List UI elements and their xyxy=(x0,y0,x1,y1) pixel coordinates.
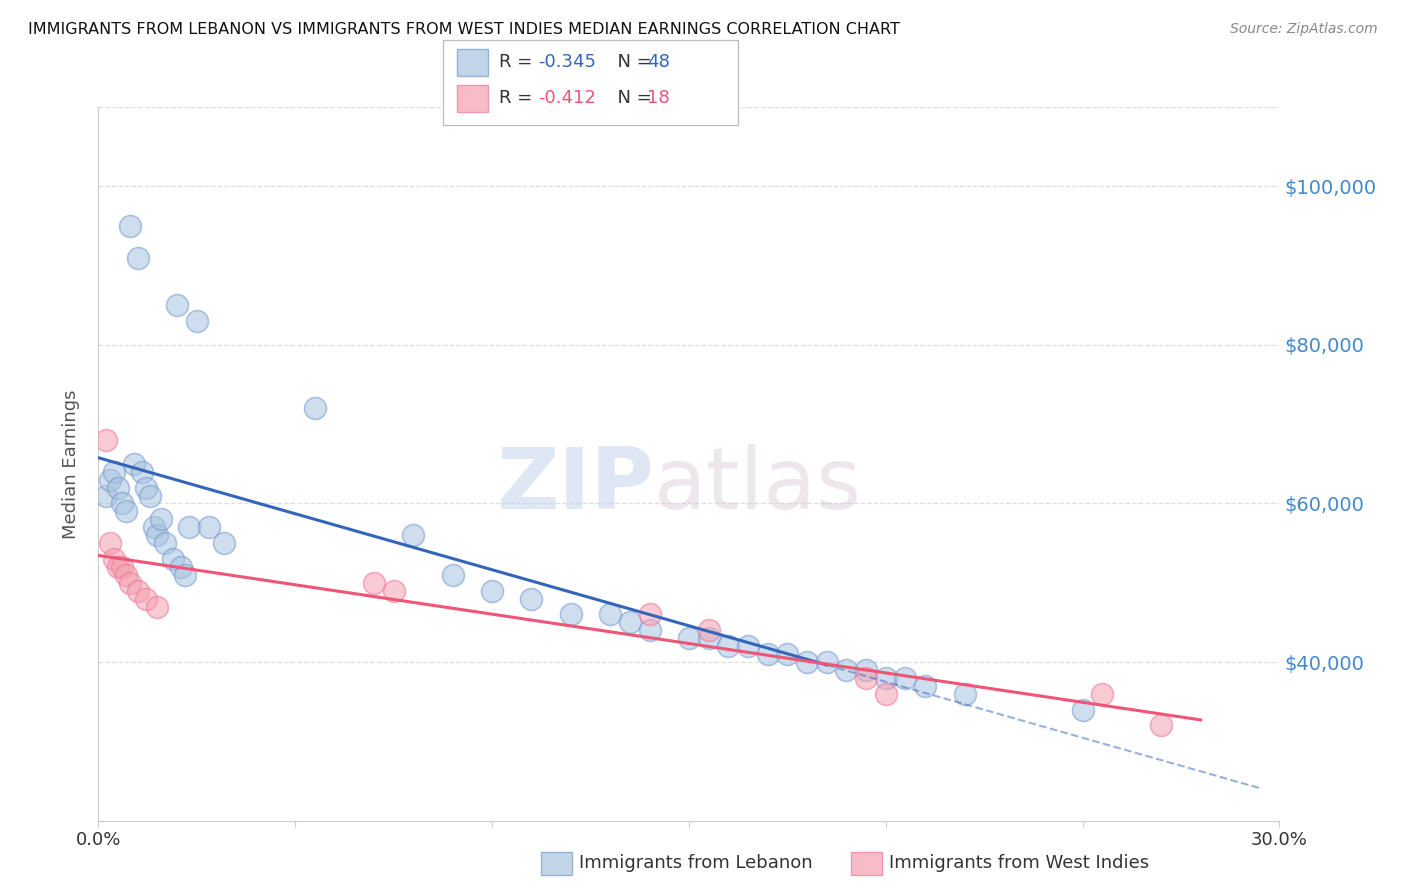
Text: -0.412: -0.412 xyxy=(538,89,596,107)
Point xyxy=(98,536,121,550)
Point xyxy=(815,655,838,669)
Point xyxy=(103,552,125,566)
Point xyxy=(146,528,169,542)
Point xyxy=(155,536,177,550)
Point xyxy=(441,567,464,582)
Text: atlas: atlas xyxy=(654,443,862,527)
Text: 18: 18 xyxy=(647,89,669,107)
Text: R =: R = xyxy=(499,89,538,107)
Point xyxy=(875,671,897,685)
Point xyxy=(197,520,219,534)
Point xyxy=(855,671,877,685)
Point xyxy=(177,520,200,534)
Point xyxy=(894,671,917,685)
Point xyxy=(103,465,125,479)
Point xyxy=(382,583,405,598)
Point xyxy=(638,624,661,638)
Text: IMMIGRANTS FROM LEBANON VS IMMIGRANTS FROM WEST INDIES MEDIAN EARNINGS CORRELATI: IMMIGRANTS FROM LEBANON VS IMMIGRANTS FR… xyxy=(28,22,900,37)
Point xyxy=(135,481,157,495)
Point xyxy=(138,489,160,503)
Point xyxy=(111,496,134,510)
Text: N =: N = xyxy=(606,54,658,71)
Text: 48: 48 xyxy=(647,54,669,71)
Point xyxy=(186,314,208,328)
Point xyxy=(127,583,149,598)
Point xyxy=(170,560,193,574)
Point xyxy=(107,560,129,574)
Point xyxy=(214,536,236,550)
Point xyxy=(166,298,188,312)
Point xyxy=(96,433,118,447)
Point xyxy=(638,607,661,622)
Point xyxy=(142,520,165,534)
Point xyxy=(174,567,197,582)
Point xyxy=(402,528,425,542)
Text: R =: R = xyxy=(499,54,538,71)
Point xyxy=(953,687,976,701)
Point xyxy=(737,639,759,653)
Point xyxy=(118,575,141,590)
Point xyxy=(115,504,138,518)
Point xyxy=(717,639,740,653)
Point xyxy=(96,489,118,503)
Point xyxy=(599,607,621,622)
Text: Immigrants from West Indies: Immigrants from West Indies xyxy=(889,855,1149,872)
Point xyxy=(481,583,503,598)
Point xyxy=(796,655,818,669)
Point xyxy=(678,632,700,646)
Point xyxy=(520,591,543,606)
Point xyxy=(162,552,184,566)
Point xyxy=(914,679,936,693)
Point xyxy=(756,647,779,661)
Point xyxy=(127,251,149,265)
Point xyxy=(98,473,121,487)
Point xyxy=(135,591,157,606)
Point xyxy=(111,560,134,574)
Point xyxy=(776,647,799,661)
Point xyxy=(107,481,129,495)
Point xyxy=(131,465,153,479)
Point xyxy=(1091,687,1114,701)
Point xyxy=(560,607,582,622)
Point xyxy=(835,663,858,677)
Text: -0.345: -0.345 xyxy=(538,54,596,71)
Point xyxy=(304,401,326,416)
Point xyxy=(122,457,145,471)
Point xyxy=(855,663,877,677)
Point xyxy=(115,567,138,582)
Point xyxy=(118,219,141,233)
Point xyxy=(1071,703,1094,717)
Point xyxy=(150,512,173,526)
Point xyxy=(619,615,641,630)
Text: ZIP: ZIP xyxy=(496,443,654,527)
Text: Source: ZipAtlas.com: Source: ZipAtlas.com xyxy=(1230,22,1378,37)
Y-axis label: Median Earnings: Median Earnings xyxy=(62,389,80,539)
Point xyxy=(875,687,897,701)
Point xyxy=(146,599,169,614)
Point xyxy=(1150,718,1173,732)
Point xyxy=(363,575,385,590)
Point xyxy=(697,624,720,638)
Text: N =: N = xyxy=(606,89,658,107)
Text: Immigrants from Lebanon: Immigrants from Lebanon xyxy=(579,855,813,872)
Point xyxy=(697,632,720,646)
